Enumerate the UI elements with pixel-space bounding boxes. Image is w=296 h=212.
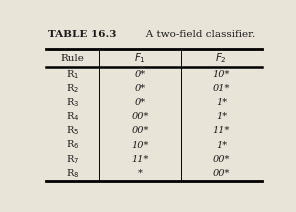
Text: 11*: 11* bbox=[131, 155, 149, 164]
Text: 0*: 0* bbox=[134, 70, 146, 79]
Text: 1*: 1* bbox=[216, 98, 227, 107]
Text: 10*: 10* bbox=[131, 141, 149, 149]
Text: R$_{6}$: R$_{6}$ bbox=[66, 139, 79, 151]
Text: $F_2$: $F_2$ bbox=[215, 51, 227, 65]
Text: 00*: 00* bbox=[213, 169, 230, 178]
Text: R$_{8}$: R$_{8}$ bbox=[66, 167, 79, 180]
Text: 01*: 01* bbox=[213, 84, 230, 93]
Text: 00*: 00* bbox=[131, 126, 149, 135]
Text: R$_{3}$: R$_{3}$ bbox=[66, 96, 79, 109]
Text: 10*: 10* bbox=[213, 70, 230, 79]
Text: $F_1$: $F_1$ bbox=[134, 51, 146, 65]
Text: TABLE 16.3: TABLE 16.3 bbox=[49, 30, 117, 39]
Text: *: * bbox=[138, 169, 142, 178]
Text: 1*: 1* bbox=[216, 141, 227, 149]
Text: 00*: 00* bbox=[131, 112, 149, 121]
Text: R$_{7}$: R$_{7}$ bbox=[66, 153, 79, 166]
Text: 1*: 1* bbox=[216, 112, 227, 121]
Text: 0*: 0* bbox=[134, 98, 146, 107]
Text: 00*: 00* bbox=[213, 155, 230, 164]
Text: 11*: 11* bbox=[213, 126, 230, 135]
Text: 0*: 0* bbox=[134, 84, 146, 93]
Text: R$_{4}$: R$_{4}$ bbox=[66, 110, 79, 123]
Text: R$_{2}$: R$_{2}$ bbox=[66, 82, 79, 95]
Text: R$_{1}$: R$_{1}$ bbox=[66, 68, 79, 81]
Text: R$_{5}$: R$_{5}$ bbox=[66, 124, 79, 137]
Text: Rule: Rule bbox=[61, 54, 85, 63]
Text: A two-field classifier.: A two-field classifier. bbox=[136, 30, 255, 39]
